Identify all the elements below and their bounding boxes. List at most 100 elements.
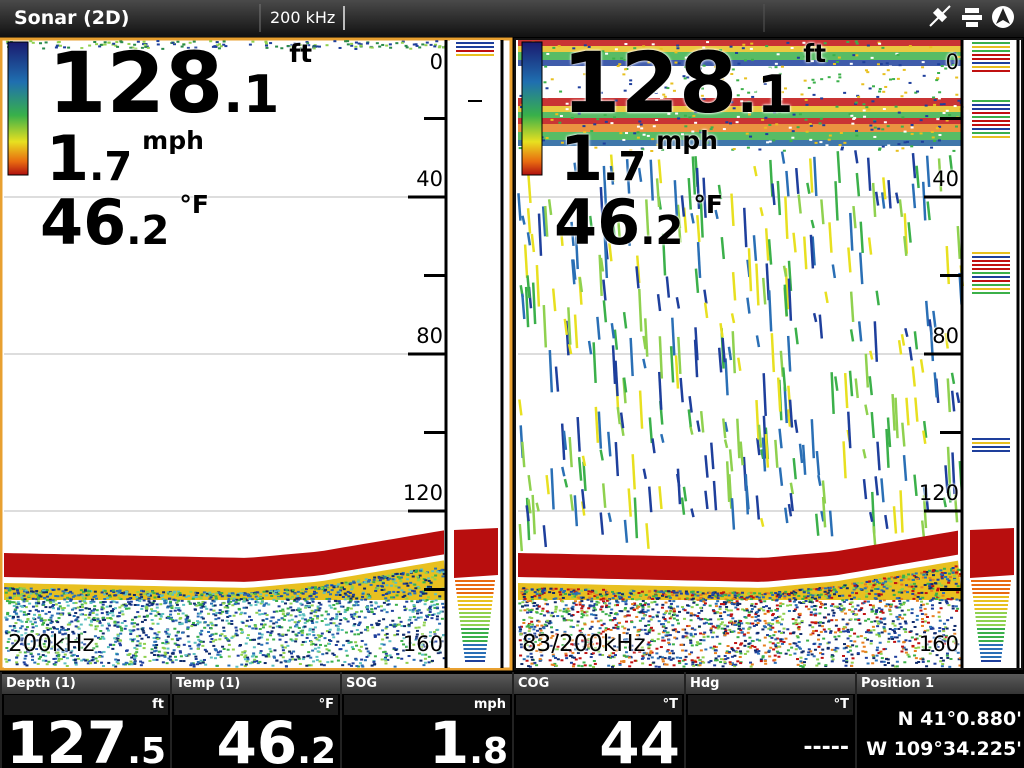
- bottom-return: [57, 588, 61, 591]
- water-column-return: [690, 213, 695, 224]
- surface-clutter: [601, 50, 605, 53]
- bottom-return: [348, 600, 352, 603]
- surface-clutter: [836, 80, 840, 83]
- surface-clutter: [804, 99, 808, 102]
- bottom-return: [668, 596, 672, 599]
- water-column-return: [673, 180, 679, 217]
- bottom-return: [74, 658, 78, 661]
- surface-clutter: [933, 139, 937, 142]
- bottom-return: [741, 608, 745, 611]
- bottom-return: [313, 586, 317, 589]
- bottom-return: [81, 591, 85, 594]
- bottom-return: [380, 609, 384, 612]
- bottom-return: [280, 644, 284, 647]
- bottom-return: [159, 603, 163, 606]
- water-column-return: [785, 170, 790, 197]
- bottom-return: [426, 596, 430, 599]
- bottom-return: [324, 585, 328, 588]
- bottom-return: [571, 626, 575, 629]
- bottom-return: [66, 596, 70, 599]
- surface-clutter: [780, 91, 784, 94]
- bottom-return: [25, 620, 29, 623]
- bottom-return: [8, 588, 12, 591]
- surface-clutter: [652, 90, 656, 93]
- bottom-return: [397, 616, 401, 619]
- bottom-return: [926, 621, 930, 624]
- bottom-return: [806, 653, 810, 656]
- bottom-return: [664, 619, 668, 622]
- bottom-return: [736, 647, 740, 650]
- bottom-return: [99, 651, 103, 654]
- bottom-return: [663, 629, 667, 632]
- bottom-return: [359, 631, 363, 634]
- surface-clutter: [933, 103, 937, 106]
- bottom-return: [728, 621, 732, 624]
- bottom-return: [14, 608, 18, 611]
- bottom-return: [827, 641, 831, 644]
- water-column-return: [874, 191, 880, 206]
- bottom-return: [818, 612, 822, 615]
- bottom-return: [352, 580, 356, 583]
- bottom-return: [291, 658, 295, 661]
- bottom-return: [630, 621, 634, 624]
- bottom-return: [707, 596, 711, 599]
- bottom-return: [815, 599, 819, 602]
- bottom-red: [518, 530, 958, 582]
- bottom-return: [644, 593, 648, 596]
- bottom-return: [325, 597, 329, 600]
- bottom-return: [673, 628, 677, 631]
- bottom-return: [381, 594, 385, 597]
- bottom-return: [132, 625, 136, 628]
- bottom-return: [225, 604, 229, 607]
- bottom-return: [925, 665, 929, 668]
- bottom-return: [5, 660, 9, 663]
- bottom-return: [352, 593, 356, 596]
- bottom-return: [163, 654, 167, 657]
- bottom-return: [231, 594, 235, 597]
- bottom-return: [366, 605, 370, 608]
- bottom-return: [112, 600, 116, 603]
- bottom-return: [912, 582, 916, 585]
- bottom-return: [564, 654, 568, 657]
- bottom-return: [363, 628, 367, 631]
- surface-clutter: [898, 64, 902, 67]
- bottom-return: [855, 592, 859, 595]
- bottom-return: [76, 626, 80, 629]
- bottom-return: [113, 620, 117, 623]
- surface-clutter: [684, 56, 688, 59]
- bottom-return: [639, 602, 643, 605]
- water-column-return: [717, 347, 723, 373]
- bottom-return: [604, 613, 608, 616]
- bottom-return: [638, 650, 642, 653]
- bottom-return: [211, 604, 215, 607]
- bottom-return: [47, 611, 51, 614]
- bottom-return: [846, 651, 850, 654]
- bottom-return: [99, 601, 103, 604]
- bottom-return: [184, 596, 188, 599]
- bottom-return: [174, 606, 178, 609]
- bottom-return: [208, 635, 212, 638]
- bottom-return: [667, 591, 671, 594]
- bottom-return: [889, 580, 893, 583]
- bottom-return: [114, 658, 118, 661]
- bottom-return: [367, 654, 371, 657]
- bottom-return: [773, 631, 777, 634]
- water-column-return: [745, 485, 750, 510]
- bottom-return: [385, 625, 389, 628]
- bottom-return: [348, 591, 352, 594]
- surface-clutter: [610, 122, 614, 125]
- bottom-return: [219, 656, 223, 659]
- header-bar: [0, 0, 1024, 37]
- bottom-return: [672, 610, 676, 613]
- surface-clutter: [550, 118, 554, 121]
- surface-clutter: [720, 62, 724, 65]
- bottom-return: [114, 640, 118, 643]
- bottom-return: [436, 652, 440, 655]
- bottom-return: [400, 624, 404, 627]
- bottom-return: [672, 608, 676, 611]
- bottom-return: [212, 600, 216, 603]
- bottom-return: [306, 633, 310, 636]
- bottom-return: [690, 659, 694, 662]
- water-column-return: [567, 343, 573, 355]
- bottom-return: [196, 623, 200, 626]
